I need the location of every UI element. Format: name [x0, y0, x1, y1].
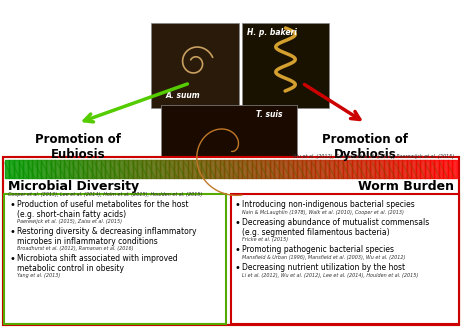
Text: •: •	[235, 200, 241, 210]
Text: •: •	[10, 227, 16, 237]
Text: Promoting pathogenic bacterial species: Promoting pathogenic bacterial species	[242, 245, 394, 254]
Text: Fricke et al. (2015): Fricke et al. (2015)	[242, 237, 288, 242]
FancyBboxPatch shape	[4, 194, 226, 324]
Text: Production of useful metabolites for the host
(e.g. short-chain fatty acids): Production of useful metabolites for the…	[17, 200, 188, 219]
Text: •: •	[10, 254, 16, 264]
Text: Introducing non-indigenous bacterial species: Introducing non-indigenous bacterial spe…	[242, 200, 414, 209]
Text: •: •	[10, 200, 16, 210]
Text: H. p. bakeri: H. p. bakeri	[246, 28, 296, 37]
Text: Promotion of
Dysbiosis: Promotion of Dysbiosis	[322, 133, 409, 161]
Text: •: •	[235, 245, 241, 255]
Text: Broadhurst et al. (2012), Ramanan et al. (2016): Broadhurst et al. (2012), Ramanan et al.…	[17, 246, 133, 251]
FancyBboxPatch shape	[151, 23, 239, 108]
Text: Cooper et al. (2013), Lee et al. (2014), Holm et al. (2015), Houlden et al. (201: Cooper et al. (2013), Lee et al. (2014),…	[8, 192, 202, 197]
FancyBboxPatch shape	[242, 23, 329, 108]
Text: Paerewijck et al. (2015), Zaiss et al. (2015): Paerewijck et al. (2015), Zaiss et al. (…	[17, 219, 121, 224]
Text: Li et al. (2012), Wu et al. (2012), Lee et al. (2014), Houlden et al. (2015): Li et al. (2012), Wu et al. (2012), Lee …	[242, 273, 418, 278]
Text: Restoring diversity & decreasing inflammatory
microbes in inflammatory condition: Restoring diversity & decreasing inflamm…	[17, 227, 196, 246]
Text: Nain & McLaughlin (1978), Walk et al. (2010), Cooper et al. (2013): Nain & McLaughlin (1978), Walk et al. (2…	[242, 210, 403, 215]
Text: Decreasing abundance of mutualist commensals
(e.g. segmented filamentous bacteri: Decreasing abundance of mutualist commen…	[242, 218, 429, 237]
FancyBboxPatch shape	[161, 105, 297, 198]
Text: •: •	[235, 218, 241, 228]
FancyBboxPatch shape	[231, 194, 459, 324]
Text: Worm Burden: Worm Burden	[358, 180, 454, 193]
Text: T. suis: T. suis	[256, 110, 283, 119]
FancyBboxPatch shape	[3, 157, 459, 325]
Text: Microbial Diversity: Microbial Diversity	[8, 180, 139, 193]
Text: •: •	[235, 263, 241, 273]
Text: A. suum: A. suum	[165, 91, 201, 100]
Text: Mansfield & Urban (1996), Mansfield et al. (2003), Wu et al. (2012): Mansfield & Urban (1996), Mansfield et a…	[242, 255, 405, 260]
Text: Yang et al. (2013): Yang et al. (2013)	[17, 273, 60, 278]
Text: Wu et al. (2012), Cantacessi et al. (2014), Paerewijck et al. (2015): Wu et al. (2012), Cantacessi et al. (201…	[293, 154, 454, 159]
Text: Microbiota shift associated with improved
metabolic control in obesity: Microbiota shift associated with improve…	[17, 254, 177, 274]
Text: Decreasing nutrient utilization by the host: Decreasing nutrient utilization by the h…	[242, 263, 405, 272]
Text: Promotion of
Eubiosis: Promotion of Eubiosis	[35, 133, 121, 161]
